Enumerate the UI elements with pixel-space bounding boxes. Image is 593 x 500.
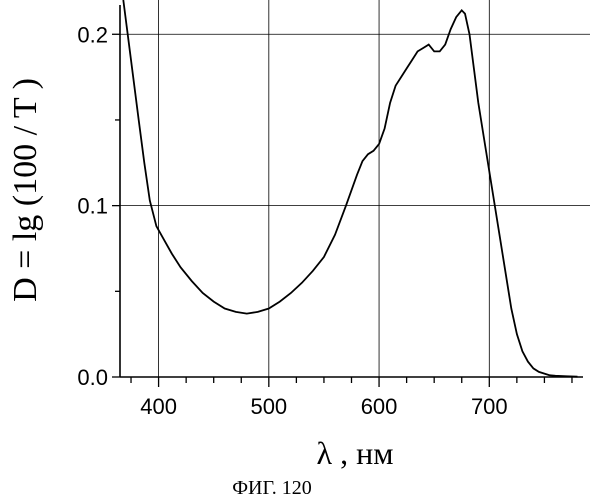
- x-tick-label: 500: [250, 394, 287, 419]
- y-tick-label: 0.1: [77, 194, 108, 219]
- x-tick-label: 600: [361, 394, 398, 419]
- x-tick-labels: 400 500 600 700: [140, 394, 507, 419]
- x-axis-label: λ , нм: [317, 435, 394, 471]
- tick-marks: [112, 33, 573, 387]
- y-tick-labels: 0.0 0.1 0.2: [77, 22, 108, 390]
- absorption-curve: [122, 0, 578, 378]
- y-tick-label: 0.0: [77, 365, 108, 390]
- y-axis-label: D = lg (100 / T ): [7, 78, 44, 302]
- figure-caption: ФИГ. 120: [232, 477, 312, 499]
- x-tick-label: 700: [471, 394, 508, 419]
- grid-lines: [120, 0, 590, 377]
- x-tick-label: 400: [140, 394, 177, 419]
- y-tick-label: 0.2: [77, 22, 108, 47]
